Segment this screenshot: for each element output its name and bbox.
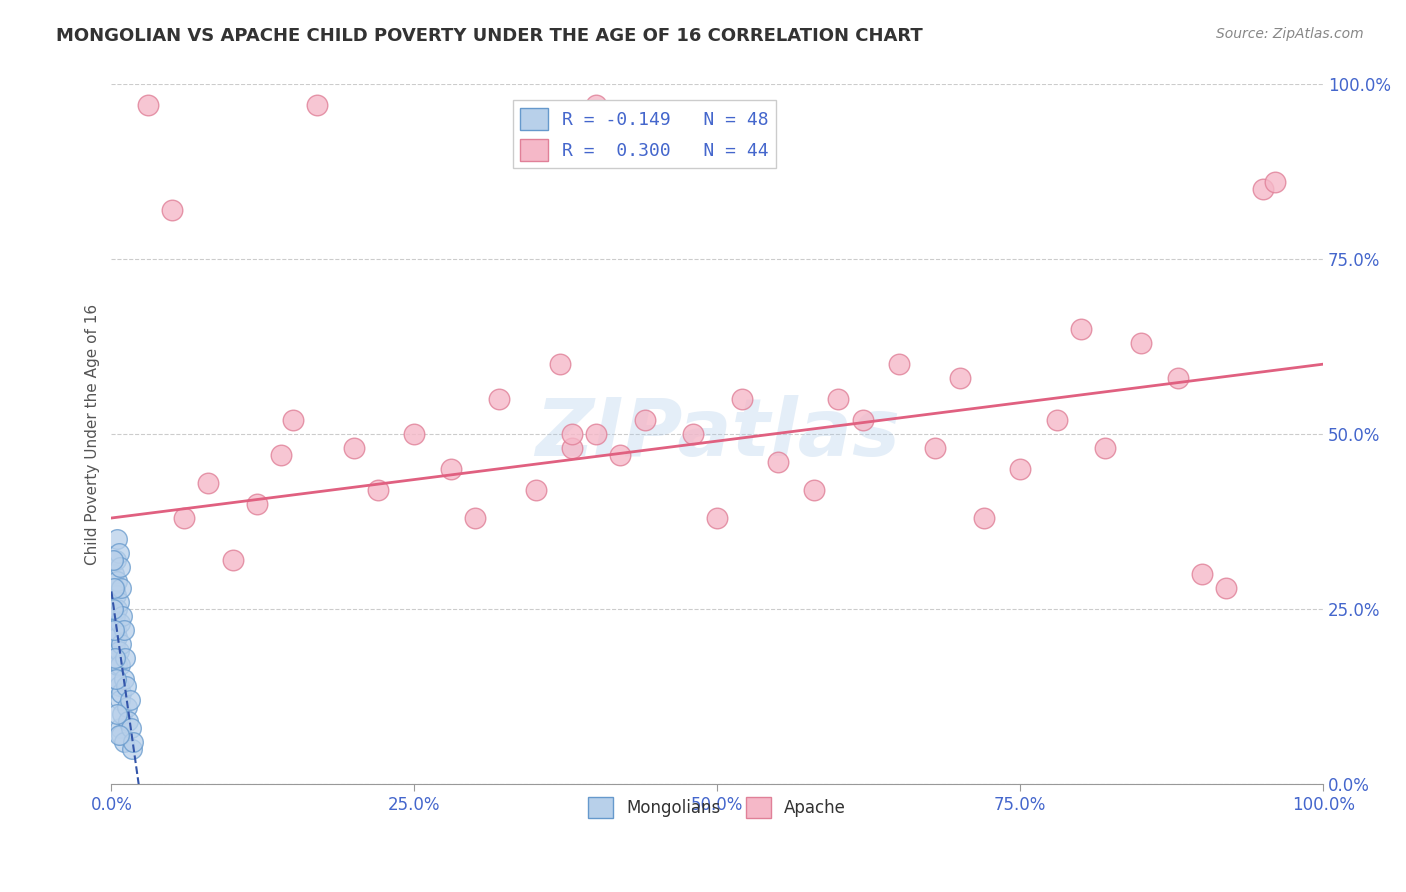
Point bbox=[110, 728, 132, 742]
Point bbox=[111, 706, 134, 721]
Point bbox=[101, 553, 124, 567]
Point bbox=[1130, 336, 1153, 351]
Point bbox=[440, 462, 463, 476]
Point bbox=[1191, 566, 1213, 581]
Point bbox=[682, 427, 704, 442]
Point bbox=[404, 427, 426, 442]
Point bbox=[1010, 462, 1032, 476]
Point bbox=[561, 427, 583, 442]
Point bbox=[283, 413, 305, 427]
Y-axis label: Child Poverty Under the Age of 16: Child Poverty Under the Age of 16 bbox=[86, 303, 100, 565]
Point bbox=[108, 615, 131, 630]
Point bbox=[706, 511, 728, 525]
Point bbox=[827, 392, 849, 406]
Point bbox=[1045, 413, 1067, 427]
Point bbox=[343, 441, 366, 455]
Point bbox=[101, 602, 124, 616]
Point bbox=[103, 623, 125, 637]
Point bbox=[122, 735, 145, 749]
Point bbox=[110, 637, 132, 651]
Point bbox=[112, 623, 135, 637]
Point bbox=[524, 483, 547, 497]
Point bbox=[585, 98, 607, 112]
Point bbox=[107, 644, 129, 658]
Point bbox=[120, 721, 142, 735]
Point bbox=[197, 476, 219, 491]
Point bbox=[1167, 371, 1189, 385]
Point bbox=[104, 651, 127, 665]
Point bbox=[136, 98, 159, 112]
Point bbox=[246, 497, 269, 511]
Point bbox=[105, 651, 128, 665]
Point bbox=[115, 679, 138, 693]
Point bbox=[107, 657, 129, 672]
Point bbox=[730, 392, 752, 406]
Point bbox=[561, 441, 583, 455]
Point bbox=[121, 741, 143, 756]
Legend: Mongolians, Apache: Mongolians, Apache bbox=[582, 790, 853, 824]
Point bbox=[104, 637, 127, 651]
Point bbox=[108, 693, 131, 707]
Point bbox=[307, 98, 329, 112]
Point bbox=[609, 448, 631, 462]
Text: Source: ZipAtlas.com: Source: ZipAtlas.com bbox=[1216, 27, 1364, 41]
Point bbox=[107, 728, 129, 742]
Point bbox=[107, 706, 129, 721]
Point bbox=[103, 566, 125, 581]
Point bbox=[107, 630, 129, 644]
Point bbox=[118, 693, 141, 707]
Point bbox=[924, 441, 946, 455]
Point bbox=[488, 392, 510, 406]
Point bbox=[103, 581, 125, 595]
Point bbox=[110, 686, 132, 700]
Point bbox=[221, 553, 243, 567]
Point bbox=[1215, 581, 1237, 595]
Point bbox=[112, 672, 135, 686]
Point bbox=[803, 483, 825, 497]
Point bbox=[887, 357, 910, 371]
Point bbox=[107, 546, 129, 560]
Point bbox=[117, 714, 139, 728]
Point bbox=[107, 574, 129, 588]
Point bbox=[104, 581, 127, 595]
Point bbox=[1251, 182, 1274, 196]
Point bbox=[973, 511, 995, 525]
Point bbox=[766, 455, 789, 469]
Point bbox=[107, 595, 129, 609]
Point bbox=[160, 203, 183, 218]
Point bbox=[1094, 441, 1116, 455]
Point bbox=[548, 357, 571, 371]
Point bbox=[104, 608, 127, 623]
Point bbox=[1264, 175, 1286, 189]
Point bbox=[115, 699, 138, 714]
Point bbox=[105, 553, 128, 567]
Point bbox=[105, 588, 128, 602]
Point bbox=[585, 427, 607, 442]
Point bbox=[105, 672, 128, 686]
Point bbox=[633, 413, 655, 427]
Point bbox=[114, 651, 136, 665]
Point bbox=[173, 511, 195, 525]
Point bbox=[107, 602, 129, 616]
Point bbox=[107, 532, 129, 546]
Point bbox=[108, 721, 131, 735]
Point bbox=[852, 413, 875, 427]
Point bbox=[104, 672, 127, 686]
Point bbox=[105, 623, 128, 637]
Point bbox=[949, 371, 972, 385]
Point bbox=[112, 735, 135, 749]
Point bbox=[270, 448, 292, 462]
Point bbox=[464, 511, 486, 525]
Point bbox=[111, 608, 134, 623]
Point bbox=[110, 581, 132, 595]
Text: MONGOLIAN VS APACHE CHILD POVERTY UNDER THE AGE OF 16 CORRELATION CHART: MONGOLIAN VS APACHE CHILD POVERTY UNDER … bbox=[56, 27, 922, 45]
Point bbox=[367, 483, 389, 497]
Point bbox=[1070, 322, 1092, 336]
Point bbox=[107, 679, 129, 693]
Point bbox=[108, 657, 131, 672]
Text: ZIPatlas: ZIPatlas bbox=[534, 395, 900, 473]
Point bbox=[108, 560, 131, 574]
